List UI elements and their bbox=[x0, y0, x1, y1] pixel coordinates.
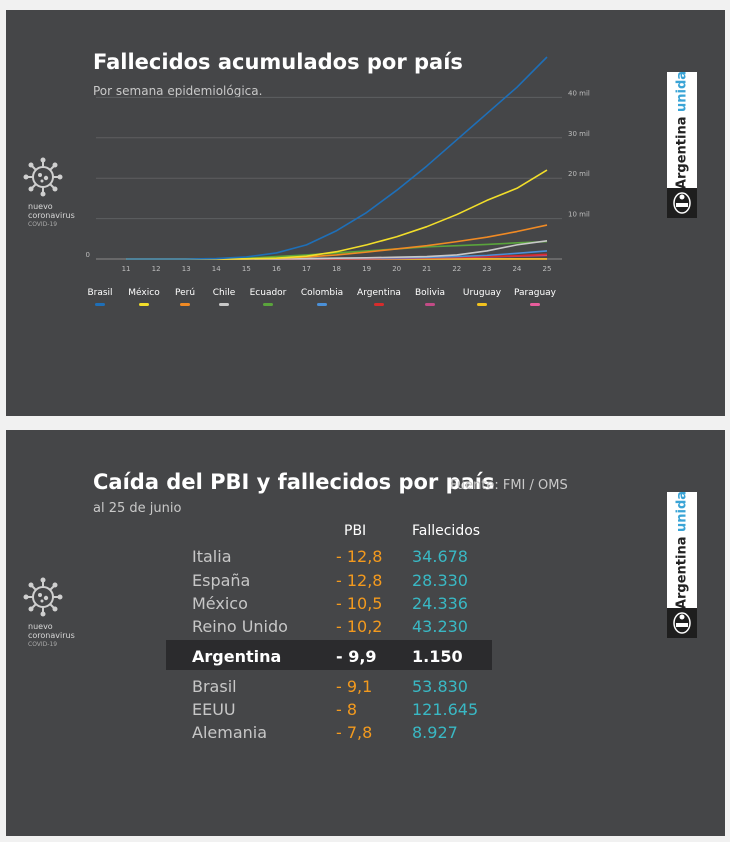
argentina-unida-logo: Argentina unida bbox=[667, 71, 697, 218]
legend-label: Argentina bbox=[357, 288, 401, 298]
pbi-cell: - 12,8 bbox=[336, 571, 383, 590]
legend-label: Bolivia bbox=[415, 288, 445, 298]
table-slide-gdp: Caída del PBI y fallecidos por país Fuen… bbox=[6, 430, 725, 836]
coronavirus-label: nuevo coronavirus COVID-19 bbox=[28, 202, 75, 228]
deaths-cell: 1.150 bbox=[412, 647, 463, 666]
x-tick-label: 15 bbox=[242, 265, 251, 273]
pbi-column-header: PBI bbox=[344, 523, 367, 539]
y-tick-label: 40 mil bbox=[568, 89, 590, 97]
pbi-cell: - 12,8 bbox=[336, 547, 383, 566]
legend-label: Colombia bbox=[301, 288, 343, 298]
table-row: España - 12,8 28.330 bbox=[192, 571, 512, 594]
table-row: Reino Unido - 10,2 43.230 bbox=[192, 617, 512, 640]
deaths-cell: 34.678 bbox=[412, 547, 468, 566]
x-tick-label: 24 bbox=[512, 265, 521, 273]
gdp-deaths-table: Italia - 12,8 34.678 España - 12,8 28.330 Méxi… bbox=[192, 547, 512, 742]
deaths-cell: 43.230 bbox=[412, 617, 468, 636]
x-tick-label: 22 bbox=[452, 265, 461, 273]
legend-label: Chile bbox=[213, 288, 236, 298]
table-row: Brasil - 9,1 53.830 bbox=[192, 677, 512, 700]
country-cell: Alemania bbox=[192, 723, 268, 742]
x-tick-label: 11 bbox=[122, 265, 131, 273]
coronavirus-label: nuevo coronavirus COVID-19 bbox=[28, 622, 75, 648]
country-cell: EEUU bbox=[192, 700, 236, 719]
x-tick-label: 12 bbox=[152, 265, 161, 273]
series-line-brasil bbox=[126, 56, 548, 260]
pbi-cell: - 10,2 bbox=[336, 617, 383, 636]
table-row: Italia - 12,8 34.678 bbox=[192, 547, 512, 570]
coronavirus-icon bbox=[23, 157, 63, 197]
x-tick-label: 25 bbox=[543, 265, 552, 273]
x-tick-label: 23 bbox=[482, 265, 491, 273]
country-cell: España bbox=[192, 571, 251, 590]
table-title: Caída del PBI y fallecidos por país bbox=[93, 470, 495, 494]
legend-label: México bbox=[128, 287, 160, 298]
table-row: Argentina - 9,9 1.150 bbox=[192, 647, 512, 670]
pbi-cell: - 8 bbox=[336, 700, 358, 719]
x-tick-label: 21 bbox=[422, 265, 431, 273]
country-cell: Reino Unido bbox=[192, 617, 288, 636]
deaths-cell: 8.927 bbox=[412, 723, 458, 742]
coronavirus-icon bbox=[23, 577, 63, 617]
legend-swatch bbox=[139, 303, 149, 306]
country-cell: Argentina bbox=[192, 647, 282, 666]
y-tick-label: 0 bbox=[86, 251, 90, 259]
table-row: EEUU - 8 121.645 bbox=[192, 700, 512, 723]
highlight-row-bg bbox=[166, 640, 492, 670]
deaths-cell: 24.336 bbox=[412, 594, 468, 613]
deaths-cell: 28.330 bbox=[412, 571, 468, 590]
y-tick-label: 10 mil bbox=[568, 211, 590, 219]
deaths-column-header: Fallecidos bbox=[412, 523, 481, 539]
line-chart: 0 10 mil 20 mil 30 mil 40 mil 11 12 13 14 15 16 17… bbox=[86, 56, 590, 306]
legend-label: Perú bbox=[175, 288, 195, 298]
chart-subtitle: Por semana epidemiológica. bbox=[93, 84, 263, 98]
country-cell: México bbox=[192, 594, 248, 613]
x-tick-label: 13 bbox=[182, 265, 191, 273]
x-tick-label: 20 bbox=[392, 265, 401, 273]
x-tick-label: 19 bbox=[362, 265, 371, 273]
legend-swatch bbox=[95, 303, 105, 306]
legend-swatch bbox=[219, 303, 229, 306]
pbi-cell: - 7,8 bbox=[336, 723, 373, 742]
x-tick-label: 18 bbox=[332, 265, 341, 273]
legend-label: Paraguay bbox=[514, 288, 557, 298]
pbi-cell: - 9,1 bbox=[336, 677, 373, 696]
y-tick-label: 20 mil bbox=[568, 170, 590, 178]
table-row: Alemania - 7,8 8.927 bbox=[192, 723, 512, 746]
x-tick-label: 17 bbox=[302, 265, 311, 273]
date-label: al 25 de junio bbox=[93, 501, 182, 516]
legend-swatch bbox=[425, 303, 435, 306]
legend-swatch bbox=[477, 303, 487, 306]
x-tick-label: 16 bbox=[272, 265, 281, 273]
y-tick-label: 30 mil bbox=[568, 130, 590, 138]
country-cell: Brasil bbox=[192, 677, 237, 696]
deaths-cell: 53.830 bbox=[412, 677, 468, 696]
legend-swatch bbox=[317, 303, 327, 306]
chart-slide-deaths: Fallecidos acumulados por país Por seman… bbox=[6, 10, 725, 416]
argentina-seal-icon bbox=[667, 188, 697, 218]
table-row: México - 10,5 24.336 bbox=[192, 594, 512, 617]
legend-swatch bbox=[263, 303, 273, 306]
legend-label: Brasil bbox=[87, 288, 112, 298]
argentina-seal-icon bbox=[667, 608, 697, 638]
x-tick-label: 14 bbox=[212, 265, 221, 273]
argentina-unida-logo: Argentina unida bbox=[667, 491, 697, 638]
legend-swatch bbox=[530, 303, 540, 306]
legend-label: Uruguay bbox=[463, 288, 502, 298]
legend-label: Ecuador bbox=[250, 288, 287, 298]
source-label: Fuente: FMI / OMS bbox=[450, 478, 568, 493]
legend-swatch bbox=[374, 303, 384, 306]
pbi-cell: - 9,9 bbox=[336, 647, 377, 666]
deaths-cell: 121.645 bbox=[412, 700, 479, 719]
pbi-cell: - 10,5 bbox=[336, 594, 383, 613]
legend-swatch bbox=[180, 303, 190, 306]
country-cell: Italia bbox=[192, 547, 232, 566]
chart-title: Fallecidos acumulados por país bbox=[93, 50, 463, 74]
series-line-méxico bbox=[126, 169, 548, 260]
